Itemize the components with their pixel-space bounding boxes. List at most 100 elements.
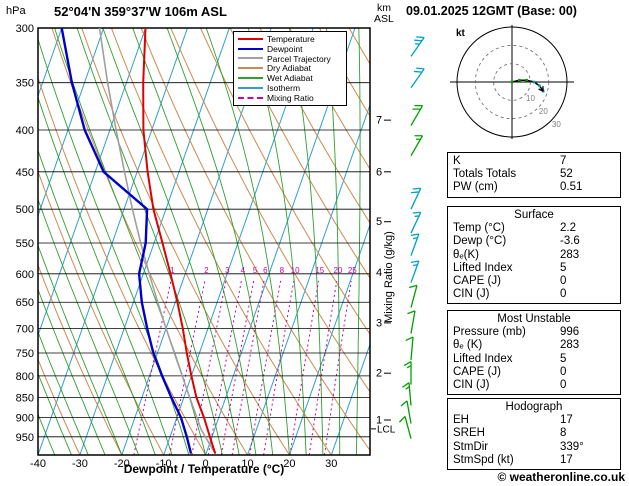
x-tick-label: -40 bbox=[30, 458, 46, 470]
x-tick-label: 30 bbox=[325, 458, 337, 470]
panel-row-label: CIN (J) bbox=[453, 288, 490, 301]
altitude-axis-unit-asl: ASL bbox=[374, 13, 394, 25]
wind-barb-tick bbox=[405, 336, 414, 342]
panel-row: Dewp (°C) -3.6 bbox=[448, 235, 620, 248]
x-tick-label: 10 bbox=[241, 458, 253, 470]
station-title: 52°04'N 359°37'W 106m ASL bbox=[54, 4, 227, 19]
height-tick-label: 4 bbox=[376, 267, 382, 279]
legend-swatch bbox=[238, 77, 263, 80]
panel-row: Lifted Index 5 bbox=[448, 353, 620, 366]
height-tick-label: 1 bbox=[376, 414, 382, 426]
wind-barb-tick bbox=[398, 415, 406, 423]
pressure-axis-unit: hPa bbox=[6, 5, 26, 17]
wet-adiabat-line bbox=[38, 330, 89, 455]
panel-row: CIN (J) 0 bbox=[448, 288, 620, 301]
plot-border bbox=[37, 27, 371, 456]
panel-row-value: 283 bbox=[560, 339, 580, 352]
panel-row-label: SREH bbox=[453, 427, 485, 440]
x-tick-label: -20 bbox=[114, 458, 130, 470]
wind-barb-tick bbox=[410, 233, 419, 237]
panel-row-value: 0.51 bbox=[560, 181, 583, 194]
wind-barb-tick bbox=[400, 400, 408, 407]
panel-row-value: 339° bbox=[560, 440, 584, 453]
panel-row-value: 0 bbox=[560, 275, 567, 288]
wind-barb-shaft bbox=[406, 400, 412, 424]
hodograph-trace-arrowhead bbox=[538, 88, 544, 92]
wind-barb-shaft bbox=[410, 135, 424, 157]
panel-row-value: 283 bbox=[560, 248, 580, 261]
wind-barb-tick bbox=[402, 382, 410, 388]
mixing-ratio-tick-label: 2 bbox=[204, 266, 209, 275]
legend-item: Dewpoint bbox=[238, 44, 342, 54]
pressure-tick-label: 900 bbox=[16, 413, 34, 425]
wet-adiabat-line bbox=[38, 37, 190, 455]
wind-barb-shaft bbox=[410, 233, 420, 256]
legend-swatch bbox=[238, 57, 263, 60]
isotherm-line bbox=[288, 223, 370, 455]
panel-row-label: Lifted Index bbox=[453, 352, 513, 365]
hodograph-ring-label: 20 bbox=[539, 107, 548, 116]
wind-barb-halftick bbox=[412, 237, 418, 240]
wind-barb-tick bbox=[403, 361, 412, 367]
legend-item: Temperature bbox=[238, 34, 342, 44]
legend-label: Temperature bbox=[267, 33, 315, 44]
pressure-tick-label: 350 bbox=[16, 78, 34, 90]
wind-barb-column bbox=[398, 36, 425, 439]
legend-swatch bbox=[238, 47, 263, 50]
pressure-tick-label: 400 bbox=[16, 125, 34, 137]
wind-barb-shaft bbox=[410, 310, 416, 334]
panel-row-value: 52 bbox=[560, 168, 573, 181]
mixing-ratio-axis-label: Mixing Ratio (g/kg) bbox=[383, 231, 395, 323]
wind-barb-tick bbox=[412, 211, 421, 214]
panel-row-value: 2.2 bbox=[560, 222, 576, 235]
x-tick-label: 0 bbox=[203, 458, 209, 470]
wind-barb-shaft bbox=[410, 68, 425, 89]
mixing-ratio-tick-label: 15 bbox=[315, 266, 324, 275]
mixing-ratio-tick-label: 10 bbox=[291, 266, 300, 275]
height-tick-label: 2 bbox=[376, 368, 382, 380]
panel-row-label: θₑ (K) bbox=[453, 339, 483, 352]
hodograph-ring-dashed bbox=[474, 44, 550, 120]
panel-row-label: CAPE (J) bbox=[453, 275, 501, 288]
datetime-title: 09.01.2025 12GMT (Base: 00) bbox=[406, 4, 577, 18]
isotherm-line bbox=[247, 103, 370, 455]
legend-item: Dry Adiabat bbox=[238, 63, 342, 73]
hodograph-trace-point bbox=[541, 89, 545, 93]
panel-row-value: 0 bbox=[560, 288, 567, 301]
isotherm-line bbox=[330, 342, 370, 455]
height-tick-label: 6 bbox=[376, 166, 382, 178]
panel-row-label: Pressure (mb) bbox=[453, 326, 526, 339]
panel-row: CAPE (J) 0 bbox=[448, 366, 620, 379]
wind-barb-halftick bbox=[412, 264, 418, 267]
legend-item: Mixing Ratio bbox=[238, 93, 342, 103]
x-tick-label: -10 bbox=[156, 458, 172, 470]
mixing-ratio-tick-label: 20 bbox=[333, 266, 342, 275]
pressure-tick-label: 750 bbox=[16, 348, 34, 360]
panel-row-value: 8 bbox=[560, 427, 567, 440]
hodograph-ring-label: 30 bbox=[552, 120, 561, 129]
panel-row-value: 7 bbox=[560, 155, 567, 167]
dewpoint-line bbox=[60, 28, 193, 454]
panel-row-label: EH bbox=[453, 414, 469, 427]
wind-barb-tick bbox=[411, 191, 420, 194]
panel-row: CAPE (J) 0 bbox=[448, 275, 620, 288]
mixing-ratio-tick-label: 8 bbox=[280, 266, 285, 275]
hodograph-trace-point bbox=[518, 78, 521, 82]
hodograph-trace-point bbox=[538, 84, 541, 87]
wind-barb-shaft bbox=[410, 105, 424, 126]
panel-row: θₑ (K) 283 bbox=[448, 339, 620, 352]
lcl-label: LCL bbox=[377, 424, 396, 435]
legend-item: Isotherm bbox=[238, 83, 342, 93]
pressure-tick-label: 300 bbox=[16, 23, 34, 35]
height-tick-label: 3 bbox=[376, 317, 382, 329]
panel-most-unstable: Most Unstable Pressure (mb) 996 θₑ (K) 283 Li… bbox=[447, 310, 621, 396]
wind-barb-shaft bbox=[410, 212, 422, 234]
panel-title: Most Unstable bbox=[497, 313, 571, 325]
panel-row-value: 0 bbox=[560, 365, 567, 378]
wind-barb-shaft bbox=[410, 260, 420, 283]
panel-row-label: K bbox=[453, 155, 461, 167]
wind-barb-tick bbox=[413, 39, 422, 42]
height-tick-label: 7 bbox=[376, 115, 382, 127]
legend-item: Wet Adiabat bbox=[238, 73, 342, 83]
